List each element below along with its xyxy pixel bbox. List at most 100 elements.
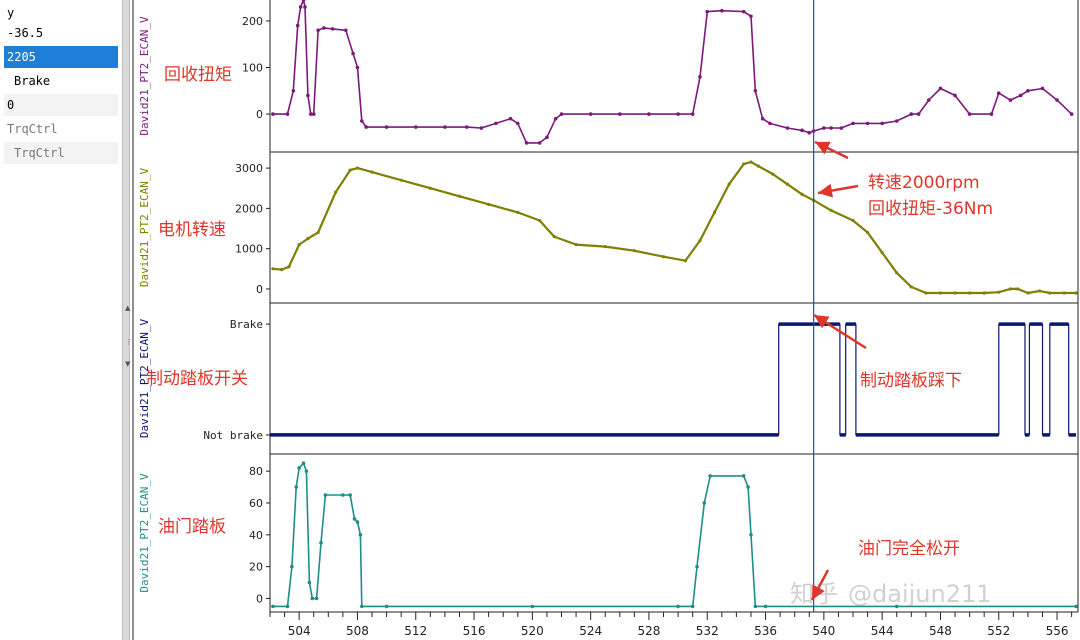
- data-point-speed: [316, 230, 320, 235]
- data-point-speed: [271, 267, 275, 271]
- data-point-throttle: [290, 564, 294, 569]
- splitter-grip-icon[interactable]: ⋮: [125, 338, 132, 346]
- data-point-speed: [1008, 287, 1013, 291]
- data-point-torque: [705, 9, 710, 14]
- data-point-torque: [1026, 88, 1030, 93]
- data-point-torque: [271, 112, 275, 116]
- brake-state-value[interactable]: Brake: [14, 74, 51, 88]
- data-point-speed: [280, 268, 284, 272]
- data-point-torque: [926, 98, 931, 102]
- x-tick-label: 540: [812, 624, 835, 638]
- data-point-torque: [295, 23, 300, 28]
- data-point-torque: [301, 0, 306, 2]
- y-tick-label-torque-0: 0: [256, 108, 263, 121]
- x-tick-label: 520: [521, 624, 544, 638]
- data-point-throttle: [746, 485, 750, 489]
- signal-row-trqctrl-2[interactable]: TrqCtrl: [4, 142, 118, 164]
- data-point-torque: [443, 125, 447, 129]
- torque-title: 回收扭矩: [164, 65, 232, 85]
- data-point-throttle: [894, 604, 899, 609]
- splitter-arrow-down-icon[interactable]: ▼: [125, 360, 131, 368]
- data-point-throttle: [348, 493, 352, 497]
- data-point-throttle: [310, 596, 315, 601]
- data-point-torque: [822, 126, 826, 130]
- data-point-torque: [364, 125, 368, 129]
- data-point-torque: [1008, 98, 1013, 102]
- data-point-torque: [698, 75, 702, 79]
- watermark: 知乎 @daijun211: [790, 574, 992, 609]
- data-point-torque: [916, 112, 921, 116]
- signal-list-panel: y -36.5 2205 Brake 0 TrqCtrl TrqCtrl: [0, 0, 122, 640]
- data-point-speed: [306, 236, 310, 241]
- data-point-speed: [938, 291, 943, 295]
- arrow-torque-head: [815, 141, 831, 155]
- data-point-torque: [909, 112, 914, 116]
- data-point-torque: [1069, 112, 1074, 116]
- arrow-speed-head: [818, 183, 833, 198]
- data-point-torque: [322, 26, 326, 30]
- data-point-speed: [698, 239, 702, 243]
- series-line-torque: [272, 0, 1073, 144]
- data-point-torque: [285, 112, 290, 116]
- data-point-torque: [588, 112, 593, 116]
- brake-title: 制动踏板开关: [146, 369, 248, 389]
- data-point-speed: [1016, 287, 1020, 291]
- data-point-speed: [487, 202, 491, 206]
- data-point-throttle: [341, 493, 345, 497]
- data-point-speed: [297, 243, 301, 247]
- panel-splitter[interactable]: [122, 0, 130, 640]
- data-point-torque: [343, 28, 348, 33]
- data-point-torque: [508, 116, 513, 121]
- data-point-torque: [800, 128, 804, 133]
- data-point-torque: [351, 51, 355, 56]
- signal-row-trqctrl[interactable]: TrqCtrl: [7, 122, 58, 136]
- data-point-speed: [924, 291, 928, 295]
- data-point-throttle: [271, 604, 275, 609]
- data-point-torque: [316, 28, 320, 33]
- data-point-throttle: [314, 596, 319, 601]
- x-tick-label: 508: [346, 624, 369, 638]
- data-point-torque: [355, 65, 360, 70]
- data-point-speed: [1037, 289, 1042, 293]
- data-point-torque: [618, 112, 622, 116]
- data-point-torque: [298, 5, 303, 9]
- data-point-speed: [632, 249, 636, 253]
- speed-title: 电机转速: [158, 220, 226, 240]
- x-tick-label: 528: [637, 624, 660, 638]
- data-point-speed: [895, 271, 899, 275]
- data-point-throttle: [708, 474, 712, 478]
- x-tick-label: 504: [288, 624, 311, 638]
- data-point-throttle: [285, 604, 290, 609]
- data-point-torque: [515, 121, 520, 126]
- data-point-speed: [968, 291, 972, 295]
- data-point-speed: [742, 162, 746, 166]
- data-point-torque: [384, 125, 389, 129]
- data-point-torque: [559, 112, 564, 116]
- y-tick-label-throttle-2: 40: [249, 529, 263, 542]
- data-point-speed: [348, 168, 352, 172]
- data-point-speed: [574, 243, 578, 247]
- selected-row[interactable]: 2205: [4, 46, 118, 68]
- data-point-throttle: [297, 466, 301, 470]
- signal-label-throttle: David21_PT2_ECAN_V: [138, 473, 151, 593]
- data-point-speed: [370, 170, 374, 174]
- data-point-throttle: [307, 580, 312, 585]
- data-point-torque: [479, 126, 484, 130]
- data-point-speed: [785, 182, 790, 186]
- data-point-throttle: [676, 604, 680, 609]
- splitter-arrow-up-icon[interactable]: ▲: [125, 304, 131, 312]
- y-tick-label-torque-1: 100: [242, 62, 263, 75]
- zero-value-row[interactable]: 0: [4, 94, 118, 116]
- data-point-speed: [1026, 291, 1030, 295]
- data-point-torque: [865, 121, 870, 126]
- y-tick-label-throttle-1: 20: [249, 561, 263, 574]
- watermark-user: @daijun211: [848, 580, 992, 608]
- x-tick-label: 556: [1046, 624, 1069, 638]
- x-tick-label: 532: [696, 624, 719, 638]
- data-point-throttle: [323, 493, 328, 497]
- data-point-throttle: [352, 517, 357, 521]
- data-point-speed: [399, 178, 403, 182]
- data-point-speed: [333, 190, 338, 194]
- data-point-torque: [494, 121, 498, 126]
